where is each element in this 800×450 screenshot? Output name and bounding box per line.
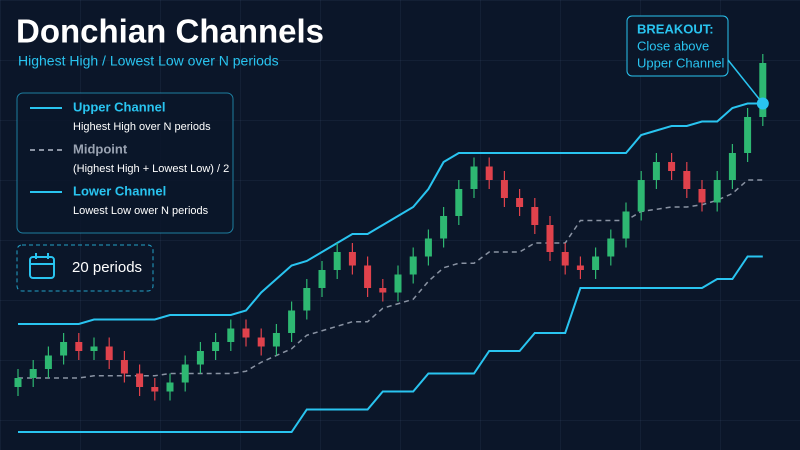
candle-body [455, 189, 463, 216]
candle-body [272, 333, 280, 347]
channel-line [18, 102, 763, 325]
channel-line [18, 255, 763, 433]
plot [14, 54, 769, 433]
candle-body [546, 225, 554, 252]
candle-body [759, 63, 767, 117]
annotation-box [626, 15, 729, 77]
chart-title: Donchian Channels [16, 13, 324, 50]
periods-box [16, 244, 154, 292]
candle-body [348, 252, 356, 266]
candle-body [470, 166, 478, 189]
candle-body [75, 342, 83, 351]
candle-body [698, 189, 706, 203]
candle-body [531, 207, 539, 225]
annotation-line: Close above [637, 38, 709, 53]
breakout-marker [756, 97, 769, 110]
candle-body [333, 252, 341, 270]
candle-body [181, 364, 189, 383]
candle-body [379, 288, 387, 293]
channel-line [18, 179, 763, 379]
candle-body [212, 342, 220, 351]
annotation-arrow [727, 59, 761, 101]
candle-body [257, 337, 265, 347]
candle-body [561, 252, 569, 266]
periods-label: 20 periods [72, 259, 142, 276]
candle-body [364, 265, 372, 288]
legend-label: Lower Channel [73, 183, 166, 198]
chart-subtitle: Highest High / Lowest Low over N periods [18, 53, 279, 69]
candle-body [516, 198, 524, 207]
candle-body [288, 310, 296, 333]
candle-body [105, 346, 113, 360]
legend-box [16, 92, 234, 234]
candle-body [196, 351, 204, 365]
candle-body [652, 162, 660, 180]
candle-body [607, 238, 615, 257]
candle-body [303, 288, 311, 311]
candle-body [728, 153, 736, 180]
legend-label: Upper Channel [73, 99, 165, 114]
candle-body [151, 387, 159, 392]
candle-body [14, 378, 22, 387]
legend-description: Highest High over N periods [73, 121, 211, 133]
annotation-line: BREAKOUT: [637, 21, 714, 36]
candle-body [60, 342, 68, 356]
candle-body [713, 180, 721, 203]
calendar-icon [29, 253, 55, 279]
candle-body [424, 238, 432, 257]
candle-body [318, 270, 326, 288]
candle-body [227, 328, 235, 342]
legend: Upper Channel Highest High over N periods… [30, 99, 229, 217]
candle-body [744, 117, 752, 153]
candle-body [44, 355, 52, 369]
candle-body [668, 162, 676, 171]
candle-body [409, 256, 417, 275]
candle-body [485, 166, 493, 180]
candle-body [576, 265, 584, 270]
candle-body [622, 211, 630, 239]
candle-body [683, 171, 691, 189]
candle-body [440, 216, 448, 239]
candle-body [136, 373, 144, 387]
candle-body [90, 346, 98, 351]
legend-label: Midpoint [73, 141, 128, 156]
candle-body [592, 256, 600, 270]
legend-description: (Highest High + Lowest Low) / 2 [73, 163, 229, 175]
candle-body [242, 328, 250, 338]
annotation-line: Upper Channel [637, 55, 725, 70]
candle-body [637, 180, 645, 212]
candle-body [394, 274, 402, 293]
candle-body [120, 360, 128, 374]
candle-body [500, 180, 508, 198]
candle-body [29, 369, 37, 378]
legend-description: Lowest Low ower N periods [73, 205, 209, 217]
candle-body [166, 382, 174, 392]
